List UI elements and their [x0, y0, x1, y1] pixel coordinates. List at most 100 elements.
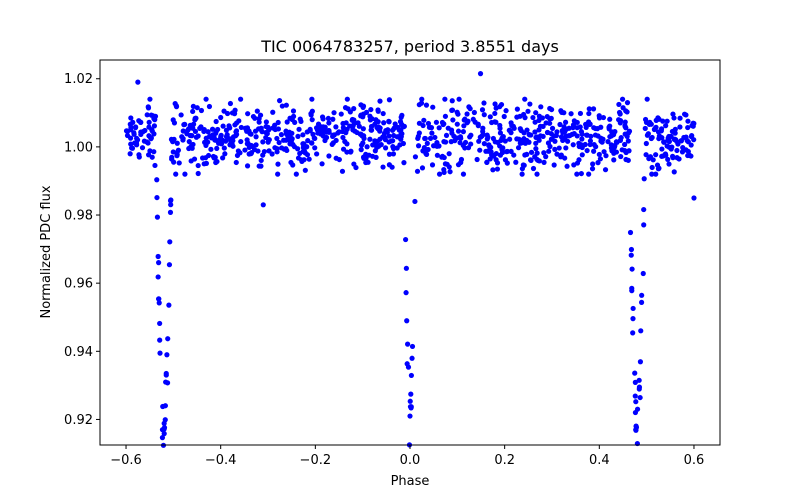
data-point [176, 160, 182, 166]
data-point [166, 262, 173, 268]
data-point [340, 146, 347, 152]
data-point [533, 146, 539, 152]
data-point [400, 124, 407, 130]
data-point [133, 124, 139, 130]
data-point [260, 139, 266, 145]
data-point [561, 124, 567, 130]
data-point [339, 168, 346, 174]
data-point [220, 155, 226, 161]
data-point [272, 126, 278, 133]
data-point [456, 96, 462, 102]
data-point [390, 151, 397, 157]
data-point [382, 137, 389, 143]
data-point [504, 148, 511, 155]
data-point [481, 141, 487, 147]
data-point [151, 123, 158, 129]
data-point [587, 141, 593, 148]
data-point [497, 122, 503, 129]
data-point [409, 355, 415, 361]
data-point [484, 136, 490, 142]
data-point [278, 132, 285, 138]
data-point [433, 119, 440, 125]
data-point [454, 109, 460, 115]
data-point [634, 406, 641, 412]
data-point [544, 114, 550, 120]
data-point [549, 125, 556, 131]
data-point [447, 169, 453, 175]
data-point [419, 165, 426, 171]
data-point [430, 104, 436, 110]
data-point [415, 135, 421, 142]
data-point [486, 147, 492, 154]
y-tick-label: 0.92 [64, 413, 93, 428]
data-point [275, 161, 281, 167]
data-point [427, 135, 434, 141]
data-point [186, 126, 192, 132]
data-point [218, 141, 225, 147]
data-point [441, 166, 447, 173]
data-point [223, 138, 229, 144]
data-point [425, 120, 432, 127]
data-point [442, 96, 448, 102]
data-point [380, 110, 386, 117]
data-point [642, 125, 648, 132]
data-point [606, 124, 612, 130]
data-point [628, 252, 634, 258]
data-point [380, 164, 386, 170]
y-tick-label: 0.94 [64, 345, 93, 360]
data-point [347, 109, 353, 115]
data-point [237, 150, 243, 156]
data-point [462, 139, 469, 146]
data-point [492, 110, 498, 117]
data-point [629, 285, 635, 291]
y-tick-label: 0.98 [64, 209, 93, 224]
data-point [365, 159, 371, 165]
data-point [590, 106, 597, 112]
data-point [221, 108, 227, 114]
data-point [130, 119, 136, 125]
data-point [630, 316, 636, 322]
data-point [432, 134, 438, 141]
data-point [457, 140, 463, 146]
data-point [218, 133, 224, 140]
data-point [674, 155, 680, 161]
data-point [314, 127, 321, 133]
data-point [129, 145, 136, 151]
data-point [607, 116, 613, 122]
data-point [351, 120, 358, 126]
data-point [319, 161, 325, 167]
data-point [279, 145, 285, 151]
data-point [422, 135, 428, 142]
data-point [134, 135, 140, 141]
y-axis-ticks: 0.92 0.94 0.96 0.98 1.00 1.02 [64, 72, 100, 428]
data-point [460, 129, 466, 135]
data-point [213, 159, 219, 166]
data-point [157, 320, 163, 327]
data-point [494, 160, 501, 166]
data-point [623, 156, 629, 163]
data-point [250, 113, 257, 120]
data-point [360, 140, 366, 146]
data-point [378, 142, 384, 148]
data-point [274, 135, 280, 142]
data-point [253, 142, 259, 148]
data-point [190, 141, 196, 148]
data-point [442, 113, 449, 119]
data-point [596, 151, 602, 158]
data-point [368, 106, 374, 113]
data-point [415, 143, 422, 149]
x-tick-label: 0.6 [684, 453, 705, 468]
data-point [649, 134, 655, 141]
data-point [633, 399, 639, 405]
data-point [458, 159, 464, 166]
data-point [586, 110, 592, 117]
data-point [544, 129, 551, 136]
x-tick-label: 0.2 [494, 453, 515, 468]
data-point [462, 116, 468, 122]
data-point [156, 296, 162, 302]
data-point [352, 128, 358, 134]
data-point [300, 132, 306, 138]
data-point [173, 171, 179, 177]
data-point [659, 135, 665, 141]
data-point [678, 138, 684, 144]
